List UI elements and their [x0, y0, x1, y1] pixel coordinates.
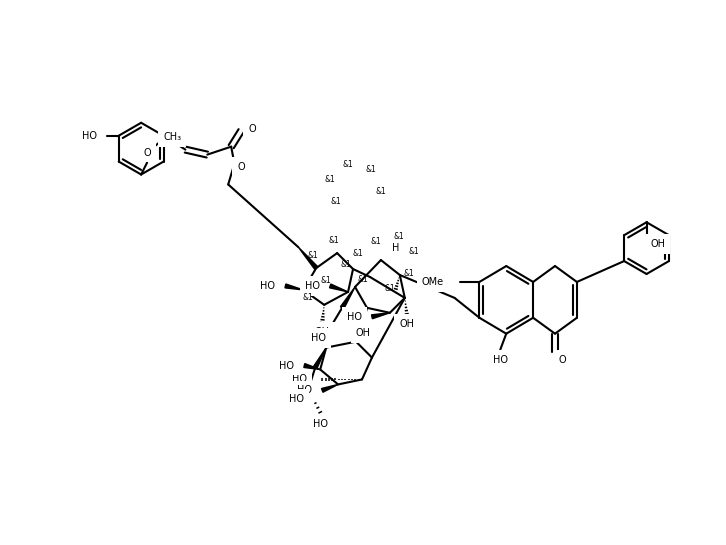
Text: &1: &1 [357, 275, 368, 284]
Polygon shape [322, 384, 338, 392]
Polygon shape [340, 287, 355, 309]
Text: HO: HO [280, 361, 294, 371]
Text: OH: OH [356, 328, 370, 338]
Text: HO: HO [305, 281, 320, 291]
Text: &1: &1 [330, 197, 341, 206]
Text: O: O [559, 355, 566, 365]
Text: CH₃: CH₃ [163, 132, 182, 142]
Text: HO: HO [82, 131, 97, 141]
Text: &1: &1 [328, 235, 339, 245]
Text: &1: &1 [325, 175, 335, 184]
Text: OH: OH [650, 239, 666, 249]
Text: &1: &1 [393, 232, 404, 241]
Text: HO: HO [289, 395, 304, 404]
Text: &1: &1 [376, 187, 387, 196]
Text: &1: &1 [320, 276, 331, 286]
Polygon shape [298, 247, 318, 269]
Polygon shape [303, 364, 320, 370]
Text: &1: &1 [371, 237, 382, 246]
Text: &1: &1 [385, 284, 396, 293]
Text: O: O [248, 124, 256, 134]
Text: &1: &1 [340, 259, 351, 269]
Polygon shape [330, 284, 348, 292]
Polygon shape [314, 348, 326, 368]
Text: &1: &1 [409, 246, 420, 256]
Text: HO: HO [261, 281, 275, 291]
Text: O: O [237, 161, 245, 172]
Text: &1: &1 [307, 251, 318, 259]
Text: OH: OH [399, 319, 415, 329]
Polygon shape [285, 284, 303, 290]
Text: HO: HO [293, 374, 307, 384]
Text: H: H [392, 243, 399, 253]
Text: O: O [143, 148, 151, 158]
Text: &1: &1 [302, 293, 313, 302]
Text: &1: &1 [366, 165, 377, 174]
Text: HO: HO [311, 332, 326, 343]
Text: HO: HO [297, 385, 312, 395]
Text: &1: &1 [404, 269, 415, 278]
Polygon shape [372, 313, 390, 319]
Text: HO: HO [347, 312, 362, 322]
Text: &1: &1 [352, 249, 363, 258]
Text: OMe: OMe [422, 277, 444, 287]
Text: HO: HO [493, 355, 507, 365]
Text: &1: &1 [342, 160, 353, 169]
Text: OH: OH [314, 326, 330, 337]
Text: HO: HO [313, 419, 327, 429]
